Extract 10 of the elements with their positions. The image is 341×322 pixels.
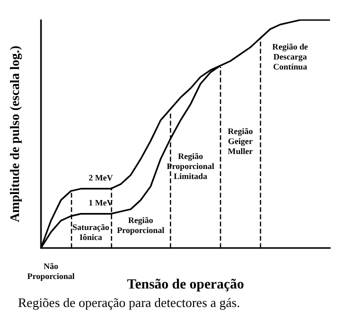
text: Não Proporcional bbox=[27, 260, 76, 281]
x-axis-title: Tensão de operação bbox=[127, 278, 244, 292]
annotation: Região Geiger Muller bbox=[228, 126, 254, 156]
annotation: 1 MeV bbox=[88, 197, 114, 208]
annotation: Região de Descarga Contínua bbox=[272, 41, 308, 72]
annotation: 2 MeV bbox=[88, 172, 114, 182]
y-axis-title: Amplitude de pulso (escala log.) bbox=[7, 46, 22, 222]
text: Regiões de operação para detectores a gás. bbox=[18, 295, 240, 310]
annotation: Saturação Iônica bbox=[72, 222, 110, 242]
annotation: Região Proporcional bbox=[116, 215, 165, 236]
